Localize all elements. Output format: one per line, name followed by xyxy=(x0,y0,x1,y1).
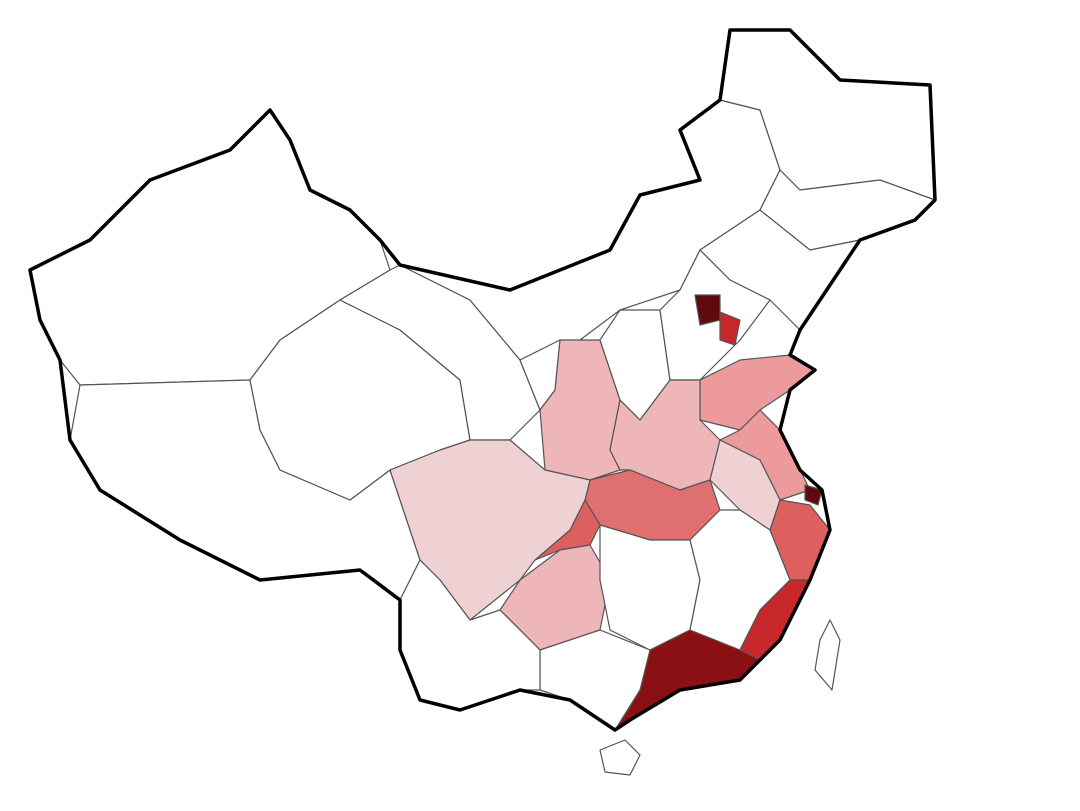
region-guangxi xyxy=(539,629,651,731)
region-beijing xyxy=(694,294,721,326)
region-shanghai xyxy=(804,484,823,506)
region-taiwan xyxy=(814,619,841,691)
region-hunan xyxy=(599,524,701,651)
region-tianjin xyxy=(719,311,741,346)
region-hainan xyxy=(599,739,641,776)
country-border xyxy=(28,28,937,732)
